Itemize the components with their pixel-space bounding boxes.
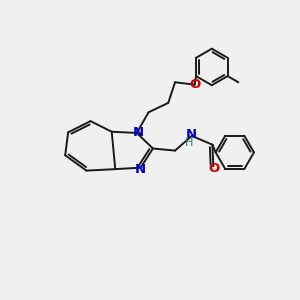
- Text: N: N: [135, 163, 146, 176]
- Text: O: O: [190, 77, 201, 91]
- Text: N: N: [186, 128, 197, 141]
- Text: O: O: [208, 162, 220, 175]
- Text: H: H: [185, 138, 194, 148]
- Text: N: N: [133, 125, 144, 139]
